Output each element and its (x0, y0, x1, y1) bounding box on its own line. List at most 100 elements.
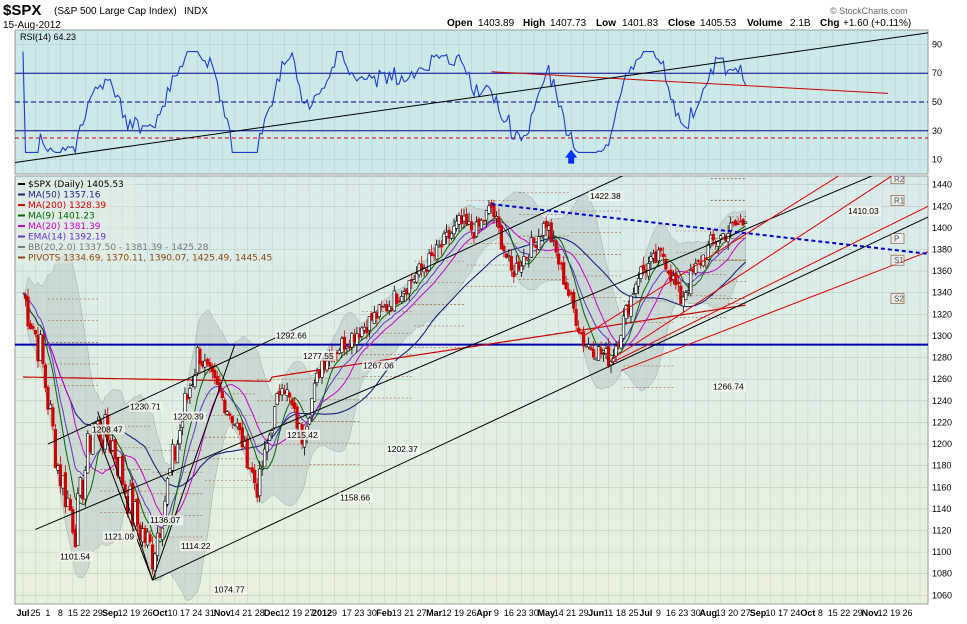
price-panel: R2 R1 P S1 S2 1101.54 1121.09 1208.47 1230.71 12… (14, 175, 952, 605)
candle-body (355, 333, 359, 345)
y-tick-label: 1280 (932, 353, 952, 363)
candle-body (522, 256, 526, 267)
candle-body (532, 237, 536, 243)
x-tick-label: 21 (566, 608, 576, 618)
candle-body (614, 345, 618, 357)
y-tick-label: 1180 (932, 461, 951, 471)
rsi-tick-label: 90 (932, 39, 942, 49)
candle-body (524, 257, 528, 259)
candle-body (656, 249, 660, 262)
candle-body (46, 386, 50, 410)
y-tick-label: 1380 (932, 244, 952, 254)
candle-body (679, 285, 683, 304)
x-tick-label: Sep (102, 608, 119, 618)
x-tick-label: 9 (656, 608, 661, 618)
candle-body (430, 252, 434, 256)
x-tick-label: 29 (853, 608, 863, 618)
candle-body (265, 443, 269, 453)
annotation-bg (213, 584, 247, 595)
x-tick-label: 26 (903, 608, 913, 618)
candle-body (292, 402, 297, 409)
candle-body (395, 293, 399, 305)
symbol: $SPX (3, 2, 41, 19)
x-tick-label: Nov (214, 608, 231, 618)
pivot-label: P (894, 235, 899, 244)
x-tick-label: 30 (367, 608, 377, 618)
candle-body (273, 406, 277, 429)
candle-body (636, 278, 641, 287)
candle-body (263, 448, 267, 468)
price-annotation: 1277.55 (303, 351, 334, 361)
candle-body (285, 389, 289, 396)
candle-body (442, 233, 446, 245)
pivot-label: S1 (894, 256, 904, 265)
price-annotation: 1158.66 (340, 492, 370, 502)
legend-item: $SPX (Daily) 1405.53 (28, 180, 124, 190)
price-annotation: 1422.38 (590, 191, 621, 201)
candle-body (76, 493, 80, 546)
candle-body (454, 220, 459, 229)
candle-body (537, 236, 541, 250)
x-tick-label: 14 (230, 608, 240, 618)
candle-body (113, 439, 117, 460)
x-tick-label: 15 (68, 608, 78, 618)
candle-body (307, 417, 312, 425)
candle-body (711, 233, 715, 241)
candle-body (664, 259, 668, 270)
candle-body (68, 499, 72, 511)
rsi-tick-label: 50 (932, 97, 942, 107)
x-tick-label: Feb (376, 608, 393, 618)
candle-body (240, 427, 244, 448)
ma20-line (22, 220, 746, 520)
price-annotation: 1121.09 (104, 531, 134, 541)
candle-body (160, 527, 165, 541)
candle-body (245, 438, 249, 468)
candle-body (360, 327, 364, 337)
x-tick-label: 23 (516, 608, 526, 618)
x-tick-label: 30 (691, 608, 701, 618)
y-tick-label: 1340 (932, 288, 952, 298)
candle-body (507, 255, 511, 257)
y-tick-label: 1360 (932, 266, 952, 276)
candle-body (552, 238, 556, 241)
candle-body (121, 455, 125, 485)
y-tick-label: 1300 (932, 331, 952, 341)
candle-body (689, 270, 693, 295)
x-tick-label: 23 (678, 608, 688, 618)
candle-body (619, 335, 623, 349)
x-tick-label: 27 (305, 608, 315, 618)
x-tick-label: 22 (840, 608, 850, 618)
x-tick-label: 21 (404, 608, 414, 618)
chart-date: 15-Aug-2012 (3, 20, 61, 31)
candle-body (420, 263, 424, 269)
trend-line (152, 216, 928, 581)
trend-line (92, 422, 154, 581)
trend-line (152, 344, 236, 581)
annotation-bg (180, 540, 214, 551)
pivot-label: S2 (894, 294, 904, 303)
candle-body (706, 243, 710, 260)
price-annotation: 1292.66 (276, 331, 307, 341)
candle-body (484, 210, 489, 221)
candle-body (153, 553, 157, 571)
legend-bg (16, 190, 136, 201)
price-annotation: 1208.47 (92, 424, 123, 434)
candle-body (564, 282, 568, 290)
legend-bg (16, 180, 136, 190)
candle-body (519, 265, 523, 273)
y-tick-label: 1420 (932, 201, 952, 211)
y-tick-label: 1120 (932, 526, 951, 536)
x-tick-label: 25 (30, 608, 40, 618)
candle-body (228, 413, 232, 416)
candle-body (572, 292, 576, 309)
x-tick-label: 19 (130, 608, 140, 618)
candle-body (342, 336, 347, 350)
candle-body (377, 304, 381, 317)
candle-body (225, 411, 229, 415)
candle-body (31, 325, 35, 329)
chg-label: Chg (820, 18, 839, 29)
exchange: INDX (184, 6, 208, 17)
